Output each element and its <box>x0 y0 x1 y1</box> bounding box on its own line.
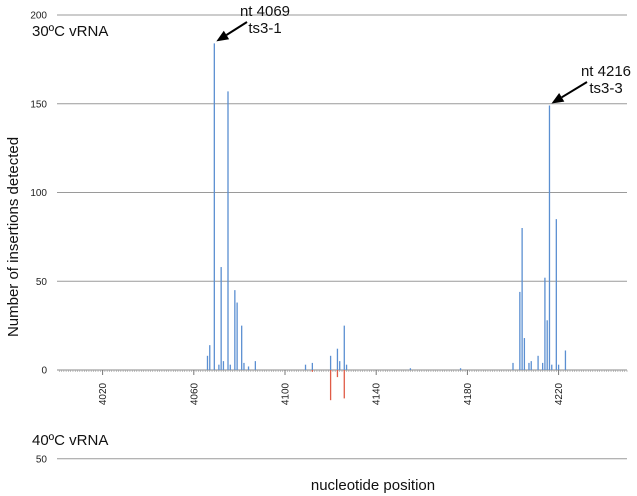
annotation-arrowhead-0 <box>216 30 230 42</box>
x-tick-4020: 4020 <box>98 382 109 405</box>
annotation-arrow-1 <box>561 81 588 99</box>
annotation-arrowhead-1 <box>551 93 565 104</box>
annotation-0-line-1: ts3-1 <box>248 20 281 37</box>
y-tick-0: 0 <box>41 366 47 377</box>
series-label-top: 30ºC vRNA <box>32 23 108 40</box>
y-tick-150: 150 <box>30 99 47 110</box>
annotation-1-line-0: nt 4216 <box>581 63 631 80</box>
x-tick-labels: 4020 4060 4100 4140 4180 4220 <box>98 370 565 405</box>
y-tick-50: 50 <box>36 277 48 288</box>
annotation-arrow-0 <box>225 21 248 36</box>
y-tick-bottom-50: 50 <box>36 454 48 465</box>
y-tick-100: 100 <box>30 188 47 199</box>
bars <box>206 43 567 401</box>
x-minor-ticks <box>58 370 628 372</box>
x-axis-title: nucleotide position <box>311 477 435 494</box>
y-tick-labels: 0 50 100 150 200 50 <box>30 11 47 466</box>
x-tick-4100: 4100 <box>281 382 292 405</box>
annotation-0-line-0: nt 4069 <box>240 3 290 20</box>
x-tick-4180: 4180 <box>463 382 474 405</box>
series-label-bottom: 40ºC vRNA <box>32 432 108 449</box>
grid-lines <box>57 14 627 460</box>
y-axis-title: Number of insertions detected <box>5 137 22 337</box>
y-tick-200: 200 <box>30 11 47 22</box>
x-tick-4060: 4060 <box>189 382 200 405</box>
x-tick-4140: 4140 <box>372 382 383 405</box>
annotation-1-line-1: ts3-3 <box>589 80 622 97</box>
x-tick-4220: 4220 <box>554 382 565 405</box>
